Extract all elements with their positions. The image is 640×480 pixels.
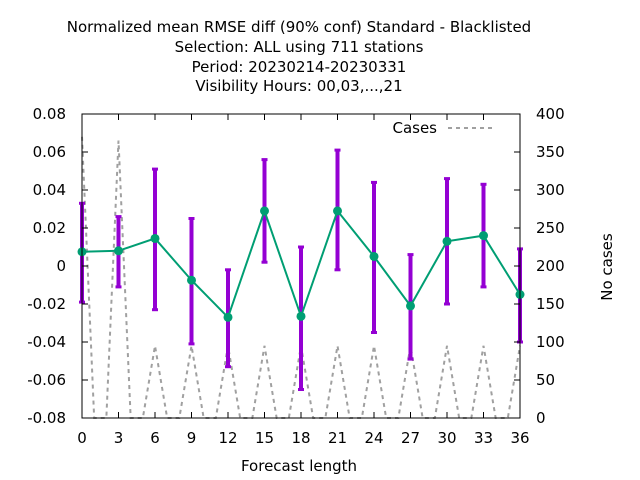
data-point-21 xyxy=(333,206,342,216)
plot-area xyxy=(77,136,525,419)
x-tick-label-15: 15 xyxy=(255,429,274,447)
y2-tick-label-350: 350 xyxy=(536,143,565,161)
x-tick-label-21: 21 xyxy=(328,429,347,447)
legend-label-cases: Cases xyxy=(392,119,437,137)
y-tick-label-0.08: 0.08 xyxy=(33,105,66,123)
data-point-15 xyxy=(260,206,269,216)
x-tick-label-27: 27 xyxy=(401,429,420,447)
data-point-27 xyxy=(406,301,415,311)
y-axis-left: 0.08 0.06 0.04 0.02 0 -0.02 -0.04 -0.06 -0.08 xyxy=(27,105,88,427)
data-point-6 xyxy=(150,233,160,243)
data-point-30 xyxy=(442,236,452,246)
chart-title-line-3: Period: 20230214-20230331 xyxy=(192,58,407,76)
y-tick-label-0.02: 0.02 xyxy=(33,219,66,237)
data-point-12 xyxy=(223,312,233,322)
y2-tick-label-100: 100 xyxy=(536,333,565,351)
y2-tick-label-50: 50 xyxy=(536,371,555,389)
chart-title-line-2: Selection: ALL using 711 stations xyxy=(175,38,424,56)
y-tick-label--0.02: -0.02 xyxy=(27,295,66,313)
y-axis-right: 400 350 300 250 200 150 100 50 0 xyxy=(514,105,565,427)
x-tick-label-3: 3 xyxy=(114,429,124,447)
x-axis-label: Forecast length xyxy=(241,457,357,475)
x-tick-label-24: 24 xyxy=(364,429,383,447)
data-point-9 xyxy=(187,275,196,285)
y-tick-label-0.06: 0.06 xyxy=(33,143,66,161)
y2-axis-label: No cases xyxy=(598,233,616,301)
x-tick-label-6: 6 xyxy=(150,429,160,447)
y2-tick-label-0: 0 xyxy=(536,409,546,427)
y2-tick-label-250: 250 xyxy=(536,219,565,237)
x-tick-label-36: 36 xyxy=(510,429,529,447)
x-tick-label-9: 9 xyxy=(187,429,197,447)
y2-tick-label-200: 200 xyxy=(536,257,565,275)
data-point-33 xyxy=(479,231,488,241)
legend: Cases xyxy=(392,119,494,137)
data-point-3 xyxy=(114,246,123,256)
chart-title-line-4: Visibility Hours: 00,03,...,21 xyxy=(195,77,402,95)
y2-tick-label-400: 400 xyxy=(536,105,565,123)
x-axis: 0 3 6 9 12 15 18 21 24 27 30 33 36 xyxy=(77,114,530,447)
data-point-24 xyxy=(369,252,379,261)
chart-title: Normalized mean RMSE diff (90% conf) Sta… xyxy=(67,18,531,95)
y-tick-label--0.06: -0.06 xyxy=(27,371,66,389)
y2-tick-label-150: 150 xyxy=(536,295,565,313)
x-tick-label-12: 12 xyxy=(218,429,237,447)
x-tick-label-0: 0 xyxy=(77,429,87,447)
y-tick-label--0.08: -0.08 xyxy=(27,409,66,427)
y-tick-label--0.04: -0.04 xyxy=(27,333,66,351)
y-tick-label-0: 0 xyxy=(56,257,66,275)
chart-title-line-1: Normalized mean RMSE diff (90% conf) Sta… xyxy=(67,18,531,36)
y2-tick-label-300: 300 xyxy=(536,181,565,199)
x-tick-label-30: 30 xyxy=(437,429,456,447)
x-tick-label-33: 33 xyxy=(474,429,493,447)
data-point-18 xyxy=(296,311,306,321)
x-tick-label-18: 18 xyxy=(291,429,310,447)
y-tick-label-0.04: 0.04 xyxy=(33,181,66,199)
